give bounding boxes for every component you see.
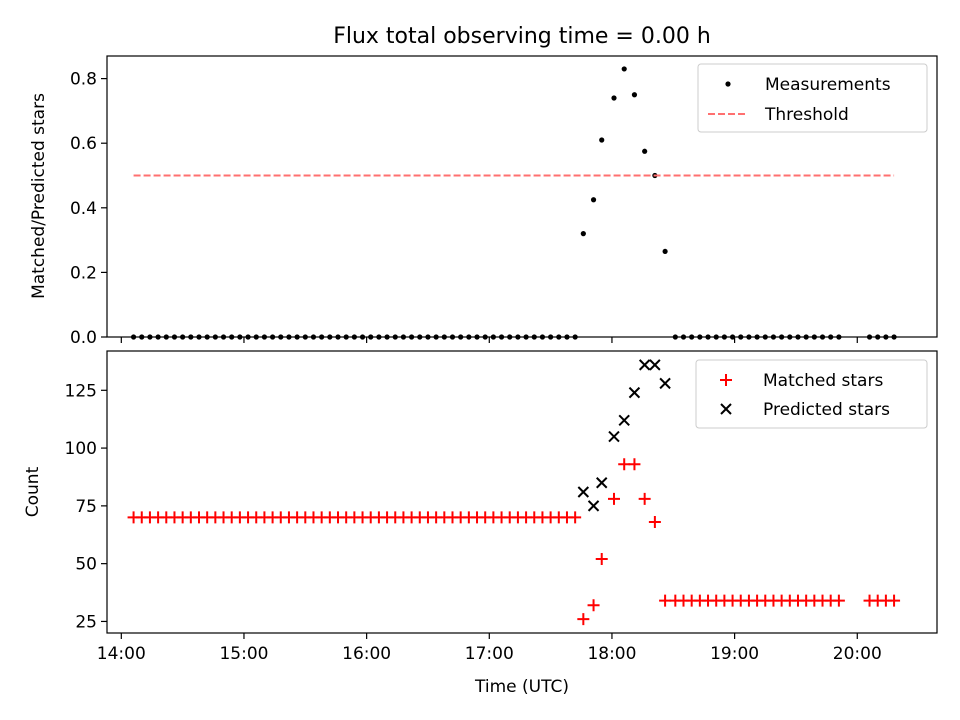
top-y-axis-label: Matched/Predicted stars: [29, 93, 49, 299]
x-tick-label: 18:00: [587, 644, 636, 664]
measurements-point: [631, 92, 638, 98]
matched-stars-point: [648, 516, 661, 529]
predicted-stars-point: [596, 477, 608, 489]
bottom-legend: Matched stars Predicted stars: [695, 359, 928, 429]
top-y-tick-label: 0.6: [70, 134, 97, 154]
legend-predicted-marker: [720, 403, 732, 415]
measurements-point: [621, 66, 627, 72]
top-legend-box: [697, 63, 928, 133]
bottom-marks: [127, 359, 901, 626]
top-x-ticks: [120, 337, 858, 343]
bottom-y-tick-label: 75: [75, 497, 97, 517]
predicted-stars-point: [638, 359, 651, 371]
bottom-y-tick-label: 125: [65, 381, 97, 401]
matched-stars-point: [587, 599, 600, 612]
bottom-panel: 25 50 75 100 125 14:00 15:00 16:00 17:00 18:00 19…: [23, 350, 938, 697]
legend-threshold-label: Threshold: [764, 105, 849, 125]
top-legend: Measurements Threshold: [697, 63, 928, 133]
x-tick-label: 15:00: [219, 644, 268, 664]
measurements-point: [642, 148, 648, 154]
x-tick-label: 20:00: [833, 644, 882, 664]
top-y-tick-label: 0.8: [70, 70, 97, 90]
matched-stars-point: [638, 492, 651, 505]
predicted-stars-point: [608, 430, 620, 443]
predicted-stars-point: [587, 500, 600, 512]
x-axis-label: Time (UTC): [474, 677, 569, 697]
matched-stars-point: [832, 594, 845, 607]
top-y-tick-label: 0.4: [70, 199, 97, 219]
legend-matched-label: Matched stars: [763, 371, 883, 391]
figure-title: Flux total observing time = 0.00 h: [333, 24, 711, 49]
legend-measurements-label: Measurements: [765, 75, 891, 95]
predicted-stars-point: [577, 486, 590, 498]
matched-stars-point: [569, 511, 582, 524]
matched-stars-point: [595, 553, 608, 566]
x-tick-label: 19:00: [710, 644, 759, 664]
predicted-stars-point: [628, 386, 641, 399]
x-tick-label: 16:00: [342, 644, 391, 664]
top-y-tick-label: 0.0: [70, 328, 97, 348]
top-axes-frame: [106, 55, 938, 338]
bottom-y-tick-label: 25: [75, 612, 97, 632]
top-marks: [130, 66, 897, 340]
bottom-y-axis-label: Count: [23, 466, 43, 517]
matched-stars-point: [618, 458, 631, 471]
matched-stars-point: [628, 458, 641, 471]
bottom-y-tick-label: 50: [75, 555, 97, 575]
matched-stars-point: [577, 613, 590, 626]
predicted-stars-point: [659, 377, 671, 390]
matched-stars-point: [659, 594, 672, 607]
bottom-x-ticks: 14:00 15:00 16:00 17:00 18:00 19:00 20:00: [97, 633, 882, 664]
matched-stars-point: [607, 492, 620, 505]
bottom-legend-box: [695, 359, 928, 429]
measurements-point: [662, 248, 668, 255]
predicted-stars-point: [649, 359, 661, 371]
x-tick-label: 17:00: [465, 644, 514, 664]
bottom-y-ticks: 25 50 75 100 125: [65, 381, 107, 632]
legend-matched-marker: [720, 374, 732, 386]
measurements-point: [599, 137, 605, 143]
bottom-axes-frame: [106, 350, 938, 634]
top-y-tick-label: 0.2: [70, 263, 97, 283]
bottom-y-tick-label: 100: [65, 439, 97, 459]
measurements-point: [611, 95, 617, 101]
legend-measurements-marker: [725, 81, 731, 87]
top-y-ticks: 0.0 0.2 0.4 0.6 0.8: [70, 70, 107, 348]
top-panel: 0.00.20.40.60.8 Matched/Predicted stars …: [29, 55, 938, 348]
matched-stars-point: [888, 594, 901, 607]
predicted-stars-point: [618, 414, 630, 427]
legend-predicted-label: Predicted stars: [763, 400, 890, 420]
x-tick-label: 14:00: [97, 644, 146, 664]
measurements-point: [580, 231, 586, 237]
measurements-point: [590, 197, 597, 203]
